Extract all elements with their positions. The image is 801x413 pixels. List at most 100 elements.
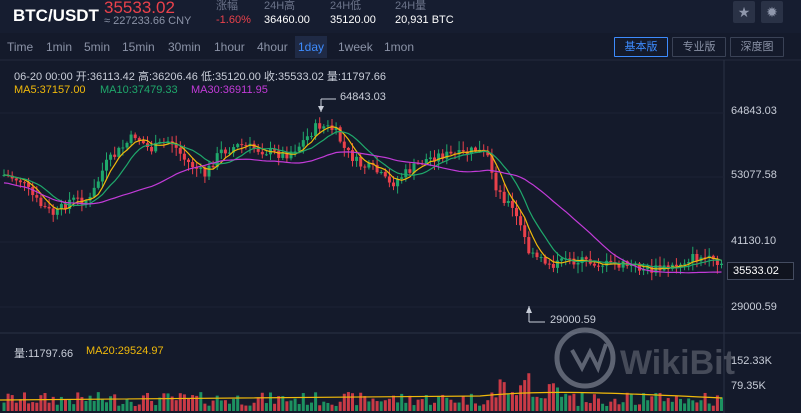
pair-title[interactable]: BTC/USDT — [13, 6, 99, 25]
price-tick: 64843.03 — [731, 105, 777, 117]
volume-bar — [84, 400, 88, 411]
candle-body — [39, 197, 43, 207]
volume-bar — [642, 393, 646, 411]
candle-body — [556, 260, 559, 268]
candle-body — [51, 208, 55, 215]
candle-body — [383, 172, 387, 177]
tab-1mon[interactable]: 1mon — [384, 40, 415, 54]
volume-bar — [650, 396, 654, 411]
volume-bar — [490, 392, 494, 411]
candle-body — [617, 264, 621, 268]
star-icon[interactable]: ★ — [733, 1, 755, 23]
mode-pro-button[interactable]: 专业版 — [672, 37, 726, 57]
candle-body — [449, 151, 453, 154]
volume-bar — [59, 396, 63, 411]
candle-body — [457, 150, 461, 154]
volume-bar — [535, 396, 539, 411]
tab-1week[interactable]: 1week — [338, 40, 373, 54]
volume-label: 量:11797.66 — [14, 348, 74, 360]
volume-bar — [387, 398, 391, 411]
stat-volume: 24H量 20,931 BTC — [395, 0, 454, 27]
candle-body — [346, 147, 350, 151]
volume-bar — [584, 402, 588, 411]
volume-bar — [428, 404, 432, 411]
candle-body — [490, 155, 494, 173]
watermark-logo-mark — [570, 343, 608, 374]
candle-body — [527, 237, 531, 254]
candle-body — [392, 182, 395, 187]
tab-1day[interactable]: 1day — [295, 36, 328, 58]
stat-label: 涨幅 — [216, 0, 238, 12]
volume-bar — [273, 403, 277, 411]
candle-body — [330, 125, 334, 130]
moving-average-line — [3, 126, 722, 270]
candle-body — [609, 260, 613, 263]
volume-bar — [105, 402, 108, 411]
candle-body — [113, 154, 117, 157]
tab-time[interactable]: Time — [7, 40, 34, 54]
volume-bar — [400, 393, 404, 411]
tab-5min[interactable]: 5min — [84, 40, 111, 54]
volume-bar — [670, 401, 674, 411]
candle-body — [273, 148, 277, 151]
stat-low: 24H低 35120.00 — [330, 0, 376, 27]
candle-body — [437, 153, 441, 162]
mode-depth-button[interactable]: 深度图 — [730, 37, 784, 57]
volume-bar — [449, 399, 453, 411]
candle-body — [715, 259, 719, 265]
theme-icon[interactable]: ✹ — [761, 1, 783, 23]
volume-bar — [551, 383, 555, 411]
candle-body — [515, 207, 518, 217]
candle-body — [711, 255, 715, 260]
candle-body — [539, 257, 543, 259]
volume-bar — [715, 395, 719, 411]
candle-body — [474, 147, 477, 152]
candle-body — [289, 151, 293, 159]
volume-bar — [527, 373, 531, 411]
volume-bar — [687, 398, 691, 411]
volume-bar — [137, 404, 141, 411]
volume-bar — [494, 397, 498, 411]
volume-bar — [679, 398, 682, 411]
tab-30min[interactable]: 30min — [168, 40, 201, 54]
candle-body — [236, 144, 240, 148]
candle-body — [531, 252, 535, 254]
candle-body — [100, 170, 104, 182]
volume-bar — [310, 402, 313, 411]
candle-body — [154, 142, 158, 152]
volume-bar — [519, 385, 523, 411]
volume-bar — [64, 399, 67, 411]
mode-basic-button[interactable]: 基本版 — [614, 37, 668, 57]
stat-value: 20,931 BTC — [395, 14, 454, 26]
candle-body — [80, 197, 84, 205]
tab-1hour[interactable]: 1hour — [214, 40, 245, 54]
candle-body — [494, 172, 498, 191]
volume-bar — [367, 401, 371, 411]
candle-body — [125, 142, 129, 148]
volume-bar — [560, 396, 564, 411]
volume-bar — [355, 405, 359, 411]
volume-bar — [14, 402, 18, 411]
volume-bar — [568, 395, 572, 411]
candle-body — [359, 156, 363, 167]
candle-body — [64, 204, 67, 210]
ticker-header: BTC/USDT 35533.02 ≈ 227233.66 CNY 涨幅 -1.… — [0, 0, 801, 33]
candle-body — [35, 195, 39, 198]
tab-1min[interactable]: 1min — [46, 40, 73, 54]
candle-body — [498, 190, 502, 192]
volume-bar — [703, 392, 707, 411]
tab-15min[interactable]: 15min — [122, 40, 155, 54]
stat-change: 涨幅 -1.60% — [216, 0, 251, 27]
volume-bar — [379, 401, 383, 411]
tab-4hour[interactable]: 4hour — [257, 40, 288, 54]
volume-bar — [223, 400, 227, 411]
volume-bar — [498, 379, 502, 411]
volume-bar — [658, 392, 662, 411]
volume-bar — [510, 392, 514, 411]
volume-bar — [195, 395, 199, 411]
volume-bar — [117, 405, 121, 411]
volume-bar — [597, 398, 600, 411]
candle-body — [240, 144, 244, 146]
candle-body — [322, 126, 326, 129]
